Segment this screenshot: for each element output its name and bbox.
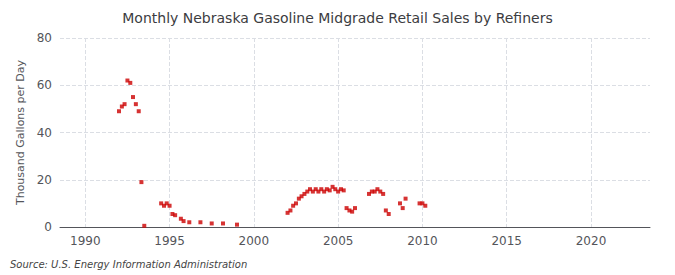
- svg-text:2010: 2010: [407, 234, 438, 248]
- svg-text:2005: 2005: [323, 234, 354, 248]
- svg-text:20: 20: [37, 173, 52, 187]
- svg-text:80: 80: [37, 31, 52, 45]
- svg-text:1990: 1990: [70, 234, 101, 248]
- svg-text:Monthly Nebraska Gasoline Midg: Monthly Nebraska Gasoline Midgrade Retai…: [122, 10, 552, 26]
- svg-text:2015: 2015: [491, 234, 522, 248]
- svg-text:1995: 1995: [154, 234, 185, 248]
- svg-text:60: 60: [37, 78, 52, 92]
- svg-text:40: 40: [37, 126, 52, 140]
- svg-text:0: 0: [44, 220, 52, 234]
- svg-text:2020: 2020: [576, 234, 607, 248]
- svg-text:Thousand Gallons per Day: Thousand Gallons per Day: [14, 59, 27, 206]
- svg-text:2000: 2000: [239, 234, 270, 248]
- svg-text:Source: U.S. Energy Informatio: Source: U.S. Energy Information Administ…: [10, 259, 247, 270]
